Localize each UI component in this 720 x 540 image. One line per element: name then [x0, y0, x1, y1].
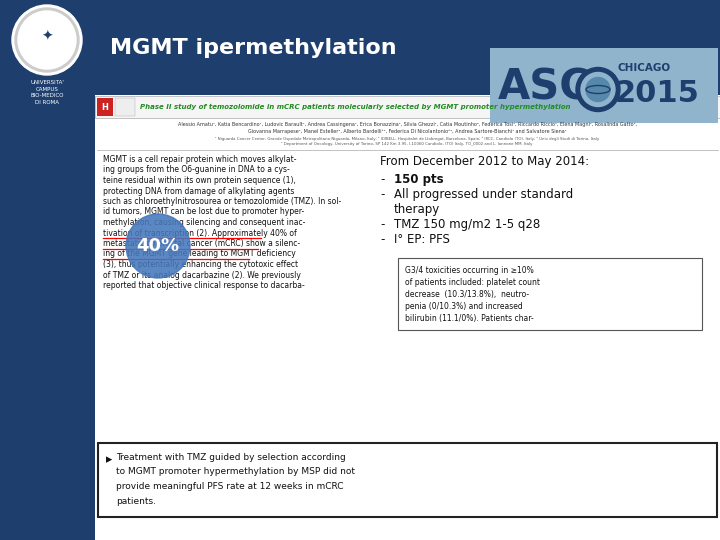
FancyBboxPatch shape — [95, 96, 720, 118]
Text: protecting DNA from damage of alkylating agents: protecting DNA from damage of alkylating… — [103, 186, 294, 195]
Text: therapy: therapy — [394, 203, 440, 216]
Text: id tumors, MGMT can be lost due to promoter hyper-: id tumors, MGMT can be lost due to promo… — [103, 207, 305, 217]
Text: Phase II study of temozolomide in mCRC patients molecularly selected by MGMT pro: Phase II study of temozolomide in mCRC p… — [140, 104, 570, 110]
FancyBboxPatch shape — [98, 443, 717, 517]
FancyBboxPatch shape — [490, 48, 718, 123]
Text: teine residual within its own protein sequence (1),: teine residual within its own protein se… — [103, 176, 296, 185]
Circle shape — [126, 214, 190, 278]
Text: metastatic colorectal cancer (mCRC) show a silenc-: metastatic colorectal cancer (mCRC) show… — [103, 239, 300, 248]
Text: -: - — [380, 188, 384, 201]
Text: decrease  (10.3/13.8%),  neutro-: decrease (10.3/13.8%), neutro- — [405, 290, 529, 299]
Text: such as chloroethylnitrosourea or temozolomide (TMZ). In sol-: such as chloroethylnitrosourea or temozo… — [103, 197, 341, 206]
Text: bilirubin (11.1/0%). Patients char-: bilirubin (11.1/0%). Patients char- — [405, 314, 534, 323]
Text: Treatment with TMZ guided by selection according: Treatment with TMZ guided by selection a… — [116, 453, 346, 462]
Circle shape — [581, 72, 615, 106]
FancyBboxPatch shape — [115, 98, 135, 116]
Text: provide meaningful PFS rate at 12 weeks in mCRC: provide meaningful PFS rate at 12 weeks … — [116, 482, 343, 491]
Text: UNIVERSITA'
CAMPUS
BIO-MEDICO
DI ROMA: UNIVERSITA' CAMPUS BIO-MEDICO DI ROMA — [30, 80, 64, 105]
Text: Giovanna Marrapese¹, Manel Esteller², Alberto Bardelli³⁴, Federica Di Nicolanton: Giovanna Marrapese¹, Manel Esteller², Al… — [248, 129, 567, 134]
Text: All progressed under standard: All progressed under standard — [394, 188, 573, 201]
Text: -: - — [380, 173, 384, 186]
Text: penia (0/10.3%) and increased: penia (0/10.3%) and increased — [405, 302, 523, 311]
Text: reported that objective clinical response to dacarba-: reported that objective clinical respons… — [103, 281, 305, 290]
FancyBboxPatch shape — [97, 98, 113, 116]
FancyBboxPatch shape — [0, 0, 95, 540]
Text: From December 2012 to May 2014:: From December 2012 to May 2014: — [380, 155, 589, 168]
Circle shape — [18, 11, 76, 69]
Text: Alessio Amatu¹, Katia Bencardino¹, Ludovic Barault¹, Andrea Cassingena¹, Erica B: Alessio Amatu¹, Katia Bencardino¹, Ludov… — [178, 122, 636, 127]
Text: 150 pts: 150 pts — [394, 173, 444, 186]
Text: H: H — [102, 103, 109, 111]
Text: ⁴ Department of Oncology, University of Torino, SP 142 Km 3.95, I-10060 Candiolo: ⁴ Department of Oncology, University of … — [282, 142, 533, 146]
Circle shape — [586, 78, 610, 102]
Text: (3), thus potentially enhancing the cytotoxic effect: (3), thus potentially enhancing the cyto… — [103, 260, 298, 269]
Text: G3/4 toxicities occurring in ≥10%: G3/4 toxicities occurring in ≥10% — [405, 266, 534, 275]
Text: CHICAGO: CHICAGO — [618, 63, 671, 73]
FancyBboxPatch shape — [95, 0, 720, 95]
FancyBboxPatch shape — [398, 258, 702, 330]
Text: -: - — [380, 218, 384, 231]
Circle shape — [15, 8, 79, 72]
Text: MGMT ipermethylation: MGMT ipermethylation — [110, 37, 397, 57]
Text: TMZ 150 mg/m2 1-5 q28: TMZ 150 mg/m2 1-5 q28 — [394, 218, 540, 231]
Text: ing of the MGMT gene leading to MGMT deficiency: ing of the MGMT gene leading to MGMT def… — [103, 249, 296, 259]
Text: ing groups from the O6-guanine in DNA to a cys-: ing groups from the O6-guanine in DNA to… — [103, 165, 289, 174]
Text: ASC: ASC — [498, 66, 591, 109]
Circle shape — [576, 68, 620, 111]
Text: of TMZ or its analog dacarbazine (2). We previously: of TMZ or its analog dacarbazine (2). We… — [103, 271, 301, 280]
Text: 2015: 2015 — [615, 78, 700, 107]
Text: ¹ Niguarda Cancer Center, Grande Ospedale Metropolitano Niguarda, Milano, Italy;: ¹ Niguarda Cancer Center, Grande Ospedal… — [215, 136, 599, 140]
Text: methylation, causing silencing and consequent inac-: methylation, causing silencing and conse… — [103, 218, 305, 227]
Text: ▸: ▸ — [106, 453, 112, 466]
Text: 40%: 40% — [136, 237, 179, 255]
Text: I° EP: PFS: I° EP: PFS — [394, 233, 450, 246]
Text: MGMT is a cell repair protein which moves alkylat-: MGMT is a cell repair protein which move… — [103, 155, 297, 164]
Text: patients.: patients. — [116, 496, 156, 505]
Text: of patients included: platelet count: of patients included: platelet count — [405, 278, 540, 287]
FancyBboxPatch shape — [95, 95, 720, 540]
Text: tivation of transcription (2). Approximately 40% of: tivation of transcription (2). Approxima… — [103, 228, 297, 238]
Text: to MGMT promoter hypermethylation by MSP did not: to MGMT promoter hypermethylation by MSP… — [116, 468, 355, 476]
Circle shape — [12, 5, 82, 75]
Text: ✦: ✦ — [41, 30, 53, 44]
Text: -: - — [380, 233, 384, 246]
